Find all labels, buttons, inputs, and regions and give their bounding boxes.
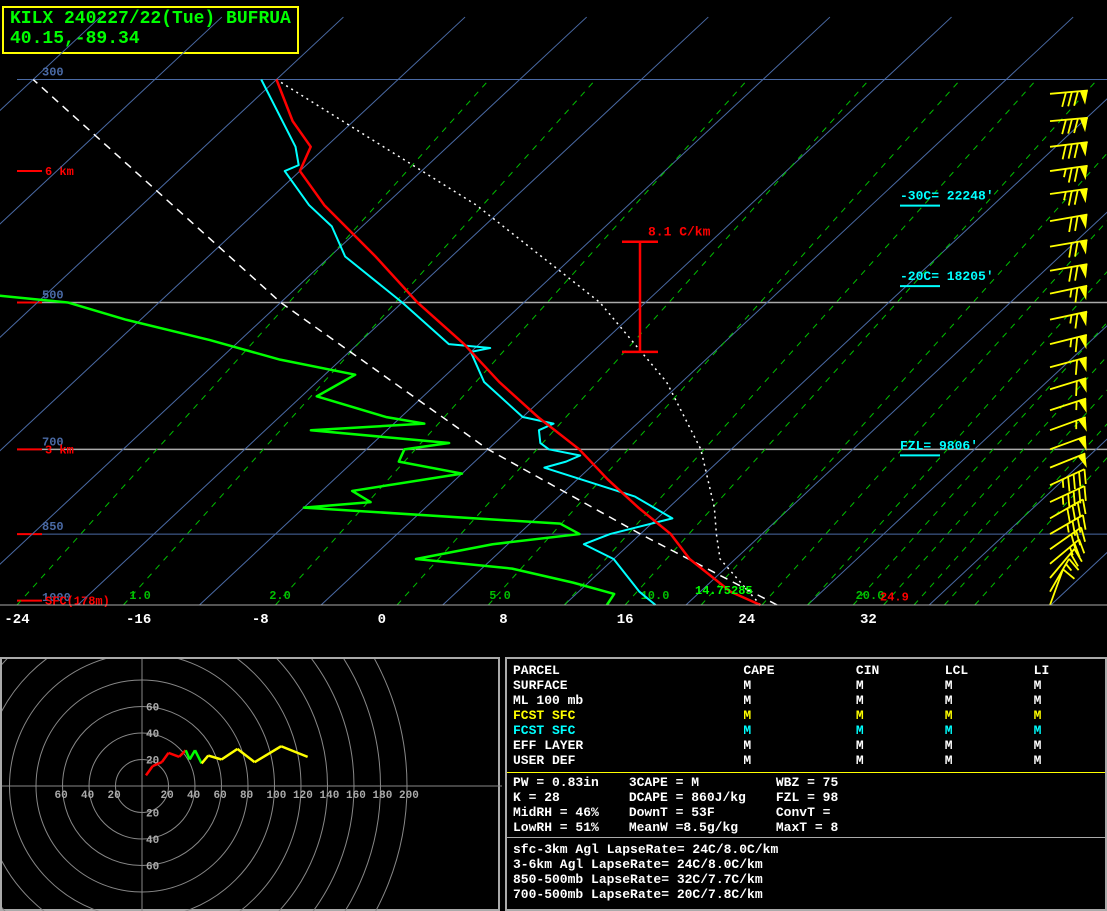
svg-text:3 km: 3 km xyxy=(45,443,74,457)
svg-text:60: 60 xyxy=(55,790,68,802)
svg-text:32: 32 xyxy=(860,612,877,628)
svg-text:20: 20 xyxy=(161,790,174,802)
parcel-row: EFF LAYERMMMM xyxy=(513,738,1099,753)
svg-text:-30C= 22248': -30C= 22248' xyxy=(900,189,994,204)
parcel-row: ML 100 mbMMMM xyxy=(513,693,1099,708)
svg-text:120: 120 xyxy=(293,790,313,802)
svg-text:5.0: 5.0 xyxy=(489,589,511,603)
svg-text:SFC(178m): SFC(178m) xyxy=(45,595,110,609)
skewt-diagram: 1000850700500300SFC(178m)3 km6 km-24-16-… xyxy=(0,0,1107,647)
svg-text:0: 0 xyxy=(378,612,386,628)
svg-text:80: 80 xyxy=(240,790,253,802)
svg-text:FZL= 9806': FZL= 9806' xyxy=(900,438,978,453)
parcel-row: USER DEFMMMM xyxy=(513,753,1099,768)
parcel-row: FCST SFCMMMM xyxy=(513,708,1099,723)
svg-text:8: 8 xyxy=(499,612,507,628)
svg-text:14.75285: 14.75285 xyxy=(695,584,753,598)
svg-text:-8: -8 xyxy=(252,612,269,628)
svg-text:200: 200 xyxy=(399,790,419,802)
svg-text:6 km: 6 km xyxy=(45,165,74,179)
svg-text:40: 40 xyxy=(146,835,159,847)
svg-text:8.1 C/km: 8.1 C/km xyxy=(648,225,711,240)
hodograph: 2020404060602040608010012014016018020020… xyxy=(0,657,500,911)
svg-text:-20C= 18205': -20C= 18205' xyxy=(900,269,994,284)
indices-panel: PARCELCAPECINLCLLISURFACEMMMMML 100 mbMM… xyxy=(505,657,1107,911)
svg-text:2.0: 2.0 xyxy=(269,589,291,603)
svg-text:20: 20 xyxy=(108,790,121,802)
svg-text:40: 40 xyxy=(187,790,200,802)
svg-text:40: 40 xyxy=(146,729,159,741)
svg-text:16: 16 xyxy=(617,612,634,628)
svg-text:180: 180 xyxy=(373,790,393,802)
svg-text:60: 60 xyxy=(214,790,227,802)
svg-text:140: 140 xyxy=(320,790,340,802)
svg-text:100: 100 xyxy=(267,790,287,802)
parcel-row: SURFACEMMMM xyxy=(513,678,1099,693)
lapse-rates: sfc-3km Agl LapseRate= 24C/8.0C/km3-6km … xyxy=(507,840,1105,904)
svg-text:1.0: 1.0 xyxy=(129,589,151,603)
svg-text:24: 24 xyxy=(738,612,755,628)
svg-text:24.9: 24.9 xyxy=(880,591,909,605)
svg-text:60: 60 xyxy=(146,703,159,715)
parcel-table: PARCELCAPECINLCLLISURFACEMMMMML 100 mbMM… xyxy=(507,659,1105,770)
svg-text:40: 40 xyxy=(81,790,94,802)
svg-text:60: 60 xyxy=(146,862,159,874)
svg-text:-24: -24 xyxy=(4,612,29,628)
parcel-row: FCST SFCMMMM xyxy=(513,723,1099,738)
thermo-indices: PW = 0.83inK = 28MidRH = 46%LowRH = 51% … xyxy=(507,775,1105,835)
svg-text:-16: -16 xyxy=(126,612,151,628)
svg-text:20: 20 xyxy=(146,809,159,821)
svg-text:160: 160 xyxy=(346,790,366,802)
